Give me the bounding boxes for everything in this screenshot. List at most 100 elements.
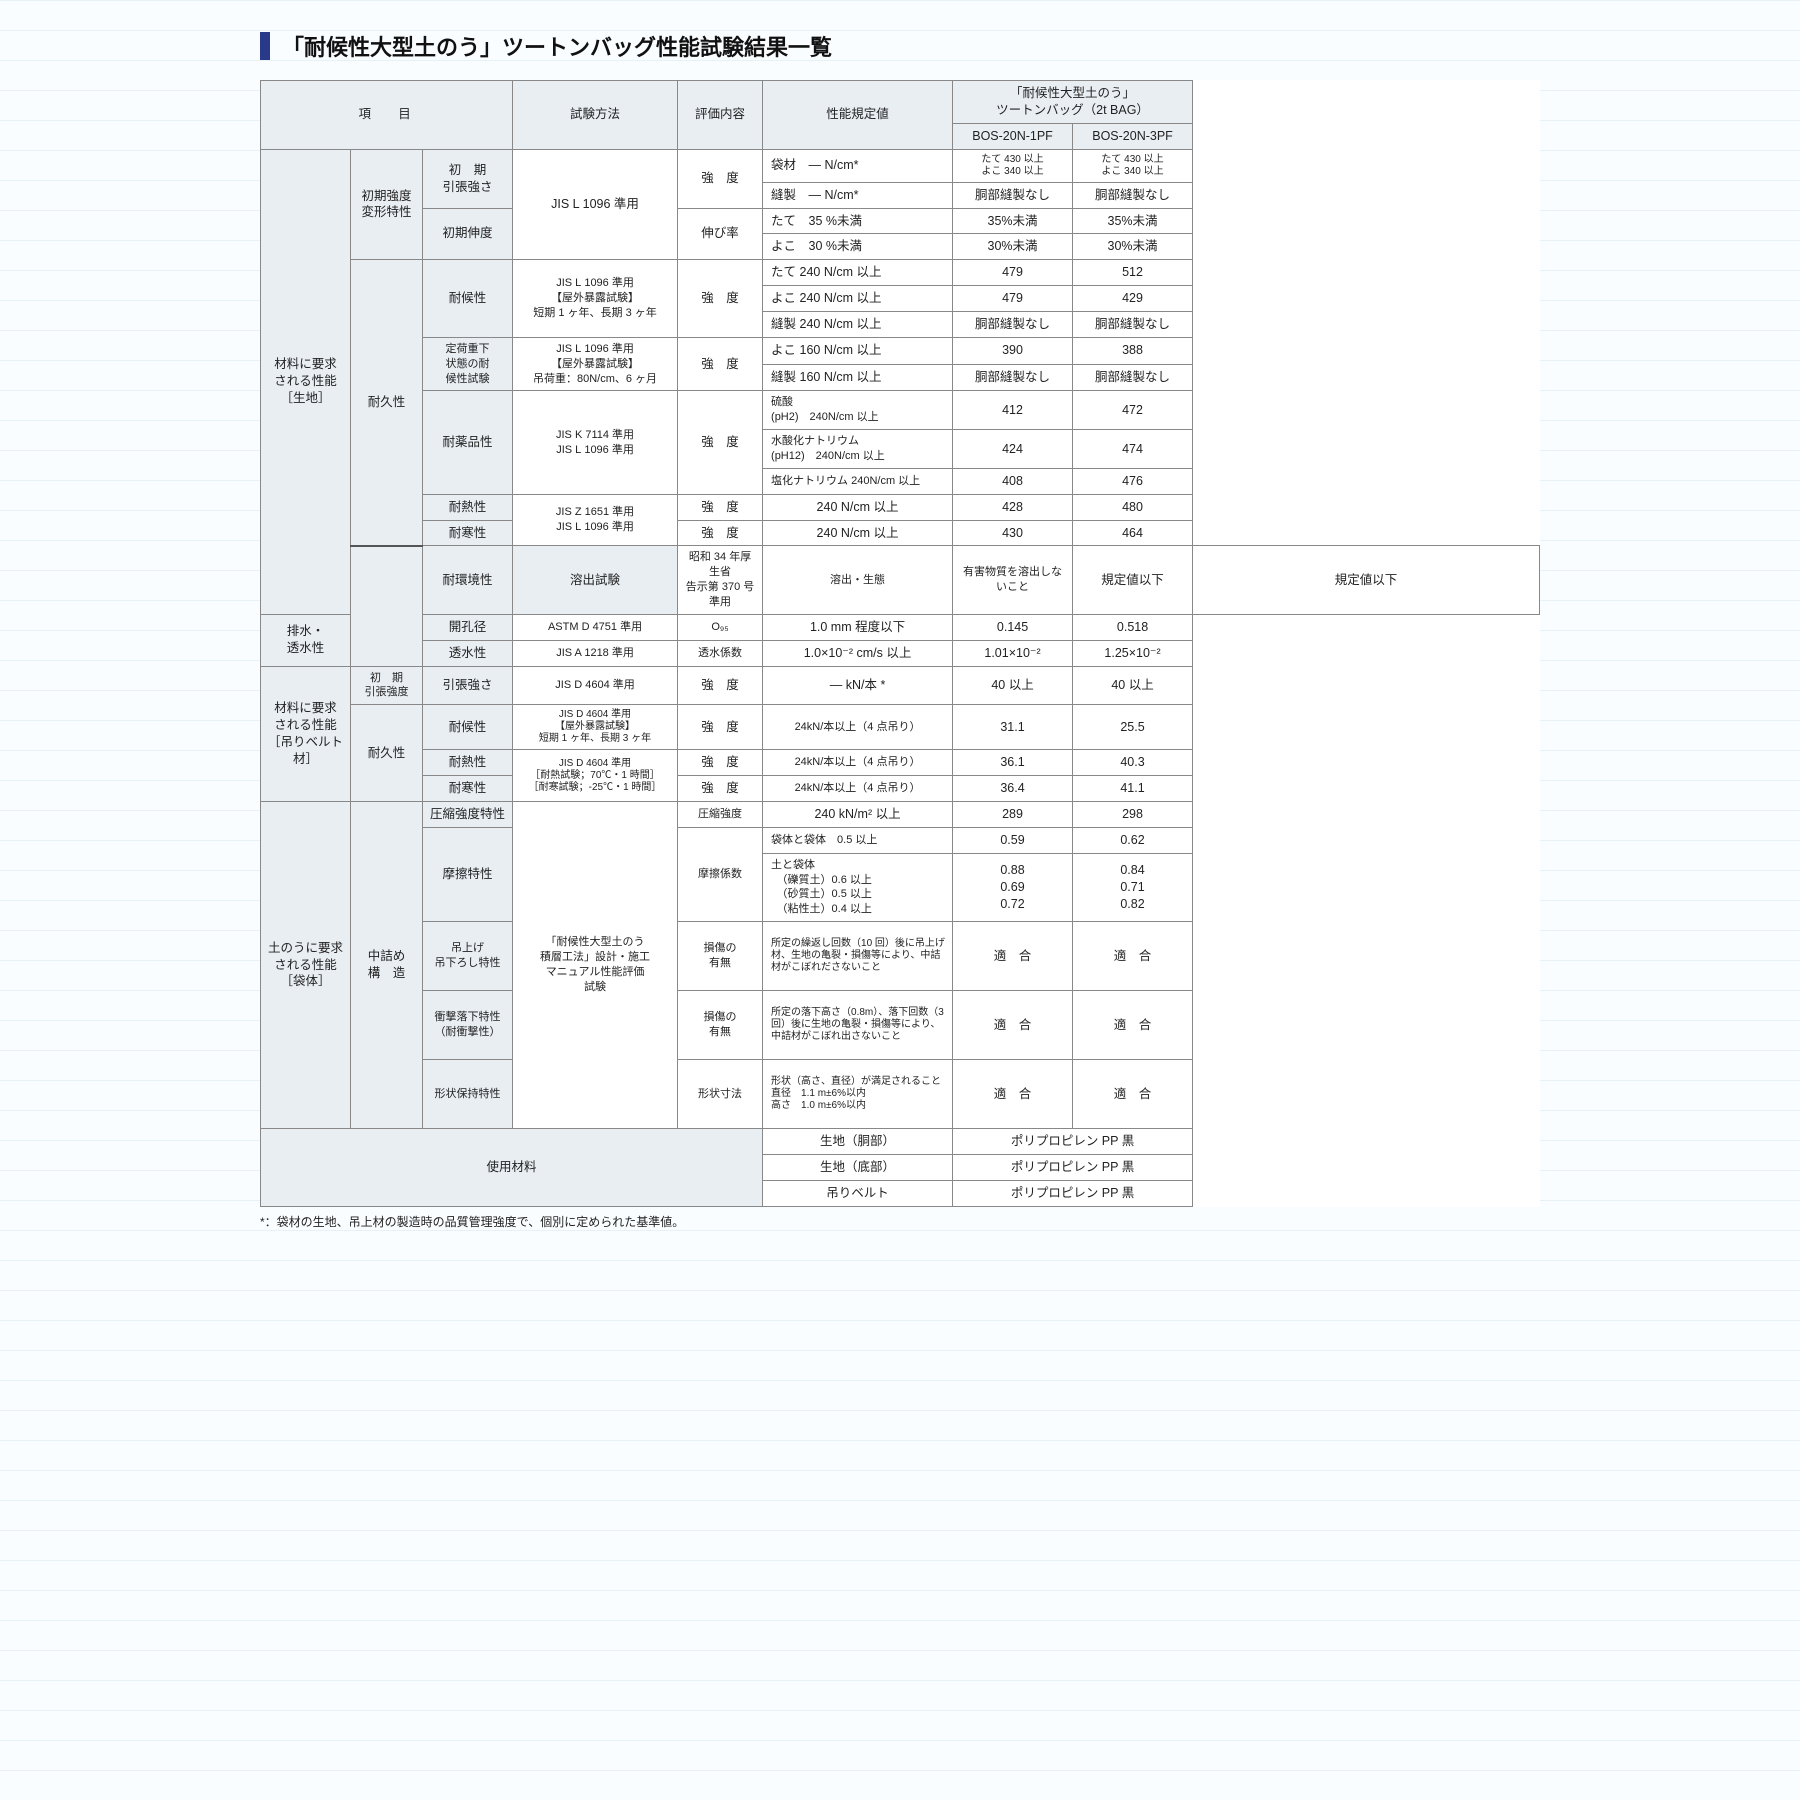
sec3-r2-sub: 摩擦特性	[423, 827, 513, 921]
title-accent	[260, 32, 270, 60]
cell: JIS L 1096 準用【屋外暴露試験】短期 1 ヶ年、長期 3 ヶ年	[513, 260, 678, 338]
cell: たて 430 以上よこ 340 以上	[1073, 149, 1193, 182]
cell: 溶出・生態	[763, 546, 953, 614]
cell: 規定値以下	[1193, 546, 1540, 614]
cell: 36.4	[953, 776, 1073, 802]
sec2-g2c: 耐寒性	[423, 776, 513, 802]
header-row-1: 項 目 試験方法 評価内容 性能規定値 「耐候性大型土のう」ツートンバッグ（2t…	[261, 81, 1540, 124]
cell: 40 以上	[953, 666, 1073, 705]
cell: よこ 240 N/cm 以上	[763, 286, 953, 312]
table-row: 耐熱性 JIS D 4604 準用［耐熱試験；70℃・1 時間］［耐寒試験；-2…	[261, 750, 1540, 776]
cell: 摩擦係数	[678, 827, 763, 921]
cell: 形状寸法	[678, 1060, 763, 1129]
cell: JIS L 1096 準用【屋外暴露試験】吊荷重：80N/cm、6 ヶ月	[513, 337, 678, 391]
cell: 390	[953, 337, 1073, 364]
cell: 1.01×10⁻²	[953, 640, 1073, 666]
sec3-r3-sub: 吊上げ吊下ろし特性	[423, 922, 513, 991]
cell: よこ 30 %未満	[763, 234, 953, 260]
cell: 1.0×10⁻² cm/s 以上	[763, 640, 953, 666]
cell: 適 合	[953, 922, 1073, 991]
table-row: 耐久性 耐候性 JIS L 1096 準用【屋外暴露試験】短期 1 ヶ年、長期 …	[261, 260, 1540, 286]
cell: 強 度	[678, 260, 763, 338]
cell: 昭和 34 年厚生省告示第 370 号準用	[678, 546, 763, 614]
sec2-g1a: 引張強さ	[423, 666, 513, 705]
sec2-g2a: 耐候性	[423, 705, 513, 750]
sec2-label: 材料に要求される性能［吊りベルト材］	[261, 666, 351, 801]
cell: 1.0 mm 程度以下	[763, 614, 953, 640]
hdr-product-group: 「耐候性大型土のう」ツートンバッグ（2t BAG）	[953, 81, 1193, 124]
table-row: 耐久性 耐候性 JIS D 4604 準用【屋外暴露試験】短期 1 ヶ年、長期 …	[261, 705, 1540, 750]
cell: 0.880.690.72	[953, 853, 1073, 921]
table-row: 吊上げ吊下ろし特性 損傷の有無 所定の繰返し回数（10 回）後に吊上げ材、生地の…	[261, 922, 1540, 991]
table-row: 耐熱性 JIS Z 1651 準用JIS L 1096 準用 強 度 240 N…	[261, 494, 1540, 520]
cell: 0.145	[953, 614, 1073, 640]
sec1-g3a: 溶出試験	[513, 546, 678, 614]
sec1-g2b: 定荷重下状態の耐候性試験	[423, 337, 513, 391]
cell: 240 N/cm 以上	[763, 520, 953, 546]
cell: 縫製 160 N/cm 以上	[763, 364, 953, 391]
hdr-model2: BOS-20N-3PF	[1073, 123, 1193, 149]
title-bar: 「耐候性大型土のう」ツートンバッグ性能試験結果一覧	[260, 30, 1540, 62]
cell: 強 度	[678, 666, 763, 705]
sec4-label: 使用材料	[261, 1129, 763, 1207]
cell: 31.1	[953, 705, 1073, 750]
cell: JIS A 1218 準用	[513, 640, 678, 666]
table-row: 定荷重下状態の耐候性試験 JIS L 1096 準用【屋外暴露試験】吊荷重：80…	[261, 337, 1540, 364]
sec2-g1: 初 期引張強度	[351, 666, 423, 705]
table-row: 耐寒性 強 度 240 N/cm 以上 430 464	[261, 520, 1540, 546]
cell: 240 kN/m² 以上	[763, 801, 953, 827]
cell: 240 N/cm 以上	[763, 494, 953, 520]
cell: 424	[953, 430, 1073, 469]
cell: 適 合	[953, 1060, 1073, 1129]
cell: 35%未満	[1073, 208, 1193, 234]
cell: たて 240 N/cm 以上	[763, 260, 953, 286]
cell: 所定の落下高さ（0.8m）、落下回数（3 回）後に生地の亀裂・損傷等により、中詰…	[763, 991, 953, 1060]
cell: 適 合	[1073, 922, 1193, 991]
sec1-g2: 耐久性	[351, 260, 423, 546]
cell: 袋材 — N/cm*	[763, 149, 953, 182]
sec2-g2: 耐久性	[351, 705, 423, 802]
hdr-item: 項 目	[261, 81, 513, 150]
cell: 408	[953, 468, 1073, 494]
cell: 474	[1073, 430, 1193, 469]
cell: 胴部縫製なし	[1073, 364, 1193, 391]
table-row: 排水・透水性 開孔径 ASTM D 4751 準用 O₉₅ 1.0 mm 程度以…	[261, 614, 1540, 640]
cell: 強 度	[678, 391, 763, 494]
cell: 430	[953, 520, 1073, 546]
cell: JIS D 4604 準用【屋外暴露試験】短期 1 ヶ年、長期 3 ヶ年	[513, 705, 678, 750]
cell: 24kN/本以上（4 点吊り）	[763, 750, 953, 776]
cell: 40.3	[1073, 750, 1193, 776]
sec1-g2c: 耐薬品性	[423, 391, 513, 494]
cell: 512	[1073, 260, 1193, 286]
cell: 「耐候性大型土のう積層工法」設計・施工マニュアル性能評価試験	[513, 801, 678, 1128]
cell: 生地（底部）	[763, 1154, 953, 1180]
cell: 強 度	[678, 337, 763, 391]
sec1-g1a: 初 期引張強さ	[423, 149, 513, 208]
sec1-g2e: 耐寒性	[423, 520, 513, 546]
cell: O₉₅	[678, 614, 763, 640]
cell: 胴部縫製なし	[1073, 182, 1193, 208]
cell: 袋体と袋体 0.5 以上	[763, 827, 953, 853]
sec1-g3: 耐環境性	[423, 546, 513, 614]
sec3-label: 土のうに要求される性能［袋体］	[261, 801, 351, 1128]
cell: 35%未満	[953, 208, 1073, 234]
cell: 生地（胴部）	[763, 1129, 953, 1155]
cell: 水酸化ナトリウム(pH12) 240N/cm 以上	[763, 430, 953, 469]
cell: ポリプロピレン PP 黒	[953, 1129, 1193, 1155]
page-title: 「耐候性大型土のう」ツートンバッグ性能試験結果一覧	[282, 30, 832, 62]
cell: 強 度	[678, 149, 763, 208]
sec2-g2b: 耐熱性	[423, 750, 513, 776]
cell: 規定値以下	[1073, 546, 1193, 614]
cell: 40 以上	[1073, 666, 1193, 705]
cell: 胴部縫製なし	[1073, 312, 1193, 338]
cell: 損傷の有無	[678, 991, 763, 1060]
sec1-g1: 初期強度変形特性	[351, 149, 423, 260]
sec1-g1b: 初期伸度	[423, 208, 513, 260]
cell: 41.1	[1073, 776, 1193, 802]
cell: 388	[1073, 337, 1193, 364]
cell: 適 合	[1073, 991, 1193, 1060]
cell: 0.62	[1073, 827, 1193, 853]
sec1-g4a: 開孔径	[423, 614, 513, 640]
cell: — kN/本 *	[763, 666, 953, 705]
cell: 24kN/本以上（4 点吊り）	[763, 705, 953, 750]
